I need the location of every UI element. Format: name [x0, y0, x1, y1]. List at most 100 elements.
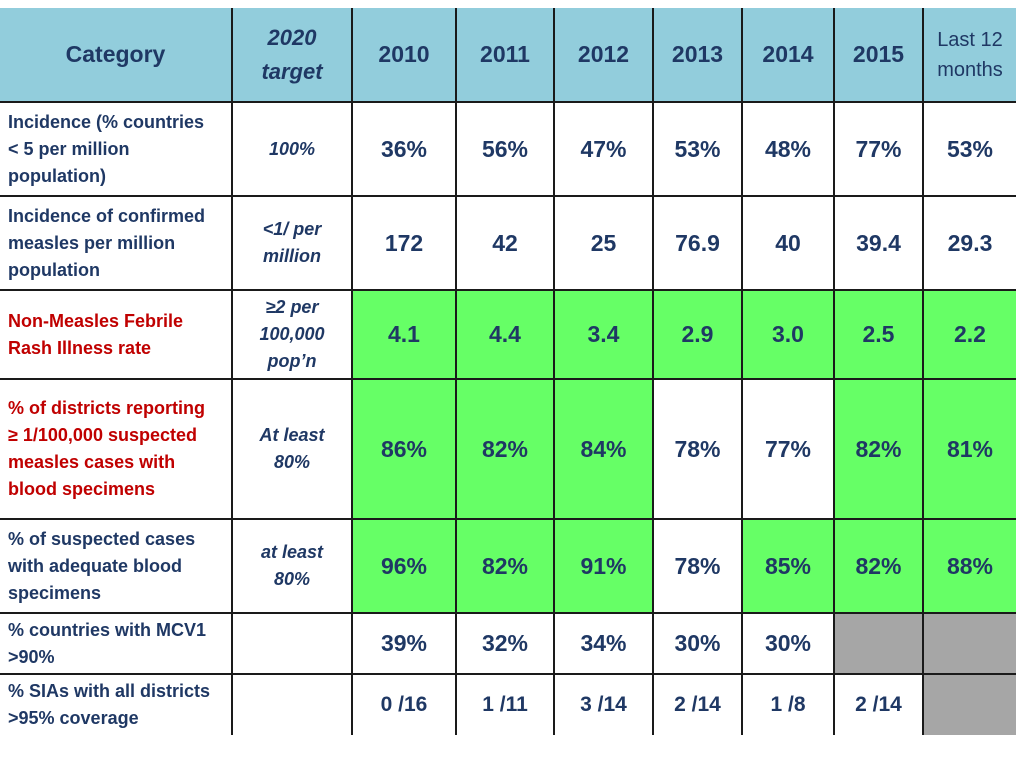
value-cell: 1 /8: [742, 674, 835, 735]
value-cell: 77%: [834, 102, 924, 197]
header-row: Category 2020 target 2010 2011 2012 2013…: [0, 8, 1016, 103]
value-cell: 39%: [352, 613, 457, 675]
value-cell: 2 /14: [834, 674, 924, 735]
value-cell: 2 /14: [653, 674, 743, 735]
category-line: % of suspected cases: [8, 528, 196, 549]
value-cell: 42: [456, 196, 555, 291]
value-cell: 172: [352, 196, 457, 291]
value-cell: 2.2: [923, 290, 1016, 380]
category-cell: Incidence (% countries < 5 per million p…: [0, 102, 233, 197]
header-target-line2: target: [261, 58, 323, 84]
category-line: Rash Illness rate: [8, 337, 152, 358]
category-line: specimens: [8, 582, 102, 603]
value-cell: 85%: [742, 519, 835, 614]
target-cell: 100%: [232, 102, 353, 197]
target-line: At least: [259, 425, 325, 445]
header-year-2011: 2011: [456, 8, 555, 103]
target-cell: <1/ per million: [232, 196, 353, 291]
table-row-febrile-rash-rate: Non-Measles Febrile Rash Illness rate ≥2…: [0, 290, 1016, 380]
header-year-2010: 2010: [352, 8, 457, 103]
value-cell: 91%: [554, 519, 654, 614]
category-cell: % of districts reporting ≥ 1/100,000 sus…: [0, 379, 233, 520]
category-line: Non-Measles Febrile: [8, 310, 184, 331]
header-target-line1: 2020: [267, 24, 317, 50]
category-line: Incidence (% countries: [8, 111, 205, 132]
category-line: >90%: [8, 646, 55, 667]
target-cell-empty: [232, 613, 353, 675]
value-cell: 30%: [742, 613, 835, 675]
value-cell: 4.4: [456, 290, 555, 380]
target-line: 80%: [273, 452, 311, 472]
value-cell: 36%: [352, 102, 457, 197]
value-cell: 2.9: [653, 290, 743, 380]
value-cell: 82%: [834, 379, 924, 520]
value-cell: 3 /14: [554, 674, 654, 735]
header-year-2015: 2015: [834, 8, 924, 103]
category-line: measles per million: [8, 232, 176, 253]
value-cell: 47%: [554, 102, 654, 197]
value-cell: 3.4: [554, 290, 654, 380]
category-line: measles cases with: [8, 452, 176, 472]
category-line: % SIAs with all districts: [8, 681, 211, 701]
value-cell: 53%: [923, 102, 1016, 197]
value-cell: 1 /11: [456, 674, 555, 735]
category-cell: Non-Measles Febrile Rash Illness rate: [0, 290, 233, 380]
category-line: blood specimens: [8, 479, 156, 499]
header-2020-target: 2020 target: [232, 8, 353, 103]
value-cell: 48%: [742, 102, 835, 197]
value-cell: 39.4: [834, 196, 924, 291]
value-cell: 32%: [456, 613, 555, 675]
value-cell: 78%: [653, 519, 743, 614]
category-cell: % countries with MCV1 >90%: [0, 613, 233, 675]
value-cell: 56%: [456, 102, 555, 197]
category-cell: % SIAs with all districts >95% coverage: [0, 674, 233, 735]
table-row-confirmed-incidence: Incidence of confirmed measles per milli…: [0, 196, 1016, 291]
target-cell: at least 80%: [232, 519, 353, 614]
table-row-districts-reporting: % of districts reporting ≥ 1/100,000 sus…: [0, 379, 1016, 520]
value-cell: 53%: [653, 102, 743, 197]
value-cell: 2.5: [834, 290, 924, 380]
header-year-2014: 2014: [742, 8, 835, 103]
value-cell: 78%: [653, 379, 743, 520]
target-line: <1/ per: [262, 219, 322, 239]
value-cell: 4.1: [352, 290, 457, 380]
header-category: Category: [0, 8, 233, 103]
category-line: Incidence of confirmed: [8, 205, 206, 226]
header-year-2013: 2013: [653, 8, 743, 103]
table-row-mcv1-coverage: % countries with MCV1 >90% 39% 32% 34% 3…: [0, 613, 1016, 675]
value-cell: 0 /16: [352, 674, 457, 735]
target-cell: At least 80%: [232, 379, 353, 520]
header-last12-line2: months: [937, 58, 1003, 81]
value-cell: 76.9: [653, 196, 743, 291]
value-cell: 30%: [653, 613, 743, 675]
category-cell: % of suspected cases with adequate blood…: [0, 519, 233, 614]
header-last-12-months: Last 12 months: [923, 8, 1016, 103]
value-cell-not-available: [834, 613, 924, 675]
value-cell: 81%: [923, 379, 1016, 520]
category-line: < 5 per million: [8, 138, 130, 159]
category-line: population: [8, 259, 100, 280]
category-line: with adequate blood: [8, 555, 182, 576]
value-cell: 82%: [834, 519, 924, 614]
value-cell-not-available: [923, 674, 1016, 735]
value-cell: 40: [742, 196, 835, 291]
target-line: 80%: [273, 569, 311, 589]
table-row-incidence-countries: Incidence (% countries < 5 per million p…: [0, 102, 1016, 197]
header-year-2012: 2012: [554, 8, 654, 103]
category-line: population): [8, 165, 106, 186]
value-cell: 29.3: [923, 196, 1016, 291]
target-line: pop’n: [267, 351, 317, 371]
target-line: at least: [260, 542, 324, 562]
value-cell: 77%: [742, 379, 835, 520]
table-row-adequate-specimens: % of suspected cases with adequate blood…: [0, 519, 1016, 614]
category-line: ≥ 1/100,000 suspected: [8, 425, 197, 445]
category-line: % of districts reporting: [8, 398, 206, 418]
value-cell-not-available: [923, 613, 1016, 675]
category-line: >95% coverage: [8, 708, 139, 728]
value-cell: 86%: [352, 379, 457, 520]
target-line: 100,000: [259, 324, 325, 344]
target-line: ≥2 per: [265, 297, 319, 317]
value-cell: 88%: [923, 519, 1016, 614]
value-cell: 96%: [352, 519, 457, 614]
value-cell: 84%: [554, 379, 654, 520]
